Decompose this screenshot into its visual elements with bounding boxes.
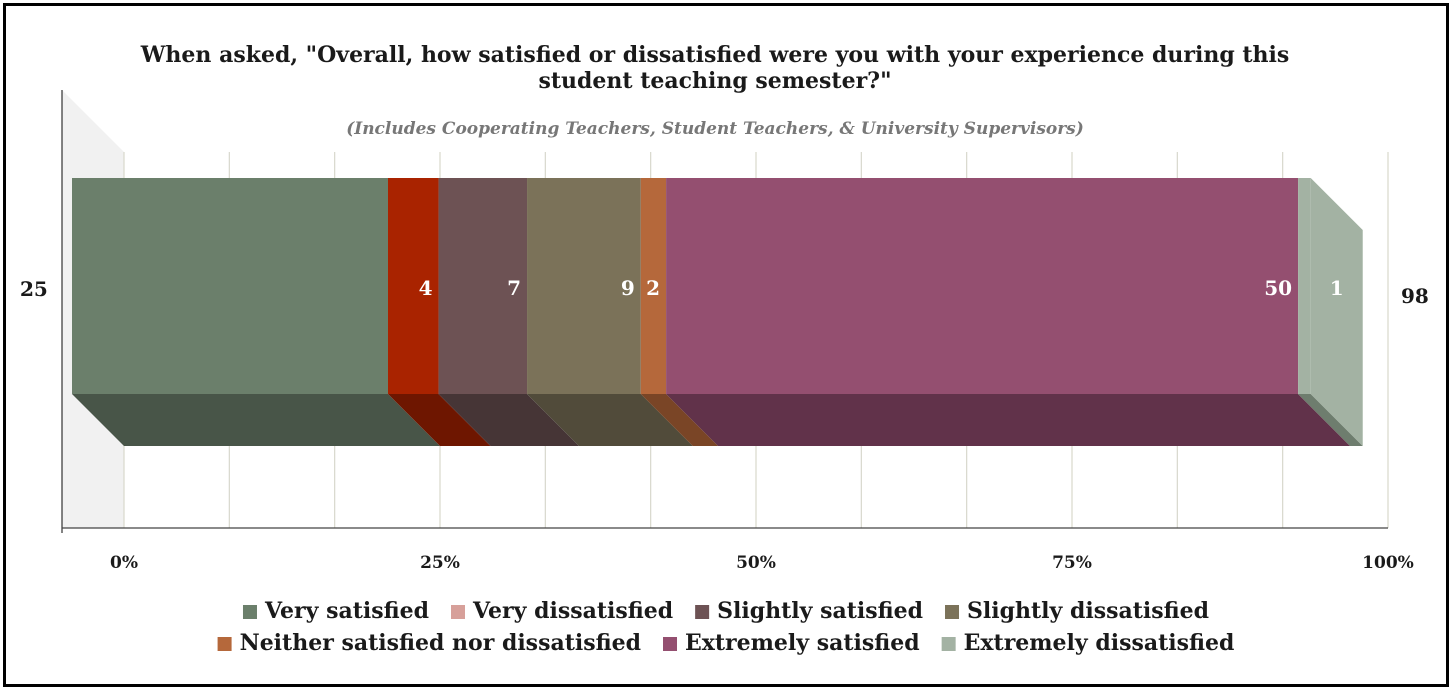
legend-swatch (217, 637, 232, 651)
total-label: 98 (1401, 284, 1429, 308)
bar-segment-bottom (438, 394, 580, 446)
legend-label: Neither satisfied nor dissatisfied (240, 630, 641, 656)
bar-segment (640, 178, 667, 394)
legend-swatch (242, 605, 257, 619)
bar-segment (72, 178, 388, 394)
x-tick-label: 0% (110, 553, 138, 573)
bar-segment (527, 178, 641, 394)
data-label: 50 (1264, 276, 1292, 300)
legend-label: Extremely dissatisfied (964, 630, 1235, 656)
bar-segment-bottom (388, 394, 491, 446)
bar-segment (666, 178, 1299, 394)
data-label: 7 (507, 276, 521, 300)
legend-swatch (941, 637, 956, 651)
x-tick-label: 100% (1362, 553, 1414, 573)
legend-label: Very dissatisfied (472, 598, 673, 624)
legend-label: Slightly dissatisfied (967, 598, 1209, 624)
bar-segment-bottom (640, 394, 719, 446)
category-label: 2 (20, 277, 34, 301)
legend-label: Very satisfied (264, 598, 429, 624)
x-tick-label: 50% (736, 553, 776, 573)
chart-title-line-1: When asked, "Overall, how satisfied or d… (140, 42, 1290, 68)
legend: Very satisfied Very dissatisfied Slightly … (217, 598, 1235, 656)
data-label: 2 (646, 276, 660, 300)
legend-swatch (695, 605, 710, 619)
chart-subtitle: (Includes Cooperating Teachers, Student … (346, 119, 1084, 139)
data-label: 4 (419, 276, 433, 300)
legend-label: Extremely satisfied (685, 630, 920, 656)
chart-frame: When asked, "Overall, how satisfied or d… (3, 3, 1449, 687)
bar-segment (1298, 178, 1311, 394)
category-label: 25 (20, 277, 48, 301)
bar-segment-bottom (527, 394, 693, 446)
legend-swatch (945, 605, 960, 619)
chart-title-line-2: student teaching semester?" (538, 68, 891, 94)
bar-segment (388, 178, 439, 394)
data-label: 9 (621, 276, 635, 300)
x-tick-label: 25% (420, 553, 460, 573)
legend-swatch (451, 605, 465, 619)
bar-end-face (1310, 178, 1363, 446)
bar-segment-bottom (1298, 394, 1363, 446)
legend-label: Slightly satisfied (717, 598, 923, 624)
stacked-bar-chart: When asked, "Overall, how satisfied or d… (20, 42, 1429, 656)
bar-segment (438, 178, 528, 394)
legend-swatch (663, 637, 678, 651)
bar-segment-bottom (666, 394, 1351, 446)
data-label: 1 (1330, 276, 1344, 300)
bar-segment-bottom (72, 394, 440, 446)
x-tick-label: 75% (1052, 553, 1092, 573)
